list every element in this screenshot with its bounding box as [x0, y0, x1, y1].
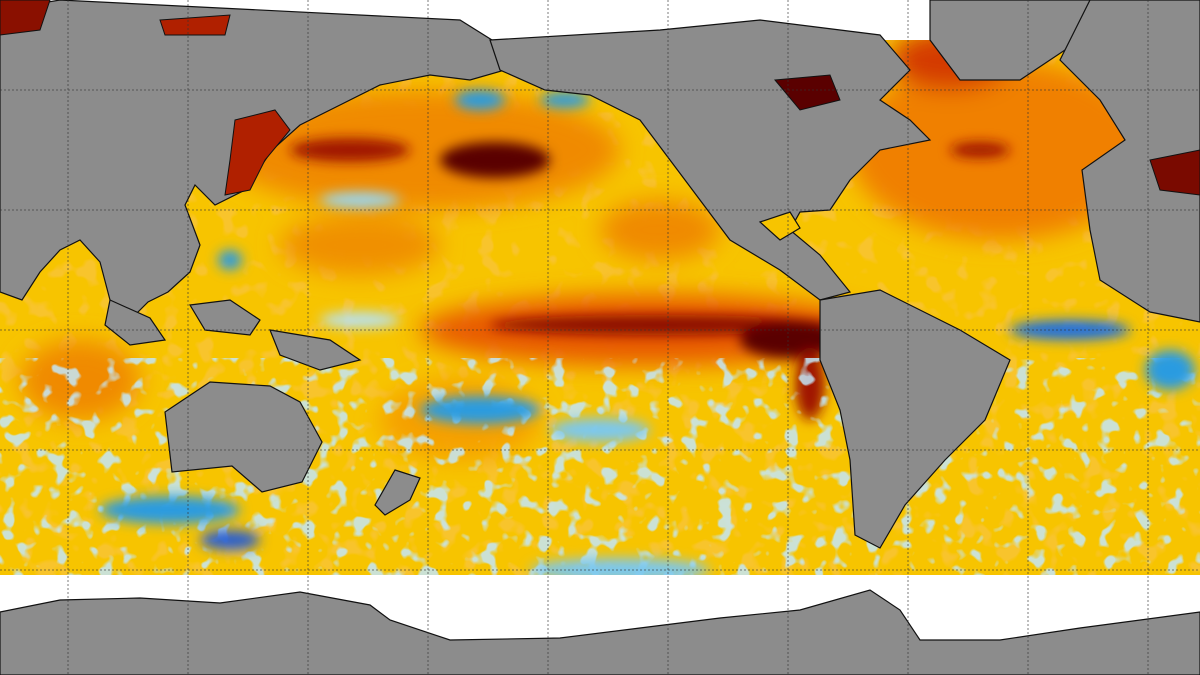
warm-land-overlay	[0, 0, 1200, 196]
